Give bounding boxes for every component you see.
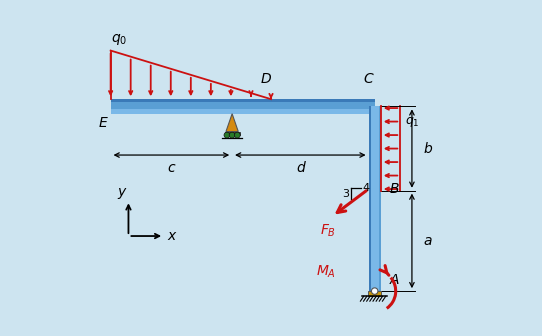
Bar — [371, 107, 379, 291]
Text: y: y — [118, 185, 126, 199]
Text: $M_A$: $M_A$ — [316, 263, 336, 280]
Bar — [111, 102, 375, 109]
Text: D: D — [261, 72, 272, 86]
Bar — [225, 132, 240, 135]
Text: $q_1$: $q_1$ — [405, 115, 420, 129]
Bar — [369, 107, 371, 291]
Text: b: b — [423, 141, 432, 156]
Circle shape — [224, 132, 230, 138]
Circle shape — [229, 132, 235, 138]
Text: B: B — [389, 182, 399, 196]
Polygon shape — [226, 114, 238, 132]
Text: A: A — [389, 273, 399, 287]
Text: x: x — [167, 229, 176, 243]
Text: 3: 3 — [342, 188, 349, 199]
Text: a: a — [423, 234, 432, 248]
Bar — [379, 107, 381, 291]
Text: 4: 4 — [363, 183, 370, 193]
Circle shape — [234, 132, 240, 138]
Text: c: c — [167, 161, 175, 175]
Bar — [368, 291, 382, 296]
Text: $q_0$: $q_0$ — [111, 32, 127, 46]
Text: d: d — [296, 161, 305, 175]
Bar — [111, 99, 375, 102]
Circle shape — [371, 288, 378, 294]
Text: $F_B$: $F_B$ — [320, 223, 335, 240]
Text: E: E — [99, 116, 107, 130]
Bar — [111, 109, 375, 114]
Text: C: C — [363, 72, 373, 86]
